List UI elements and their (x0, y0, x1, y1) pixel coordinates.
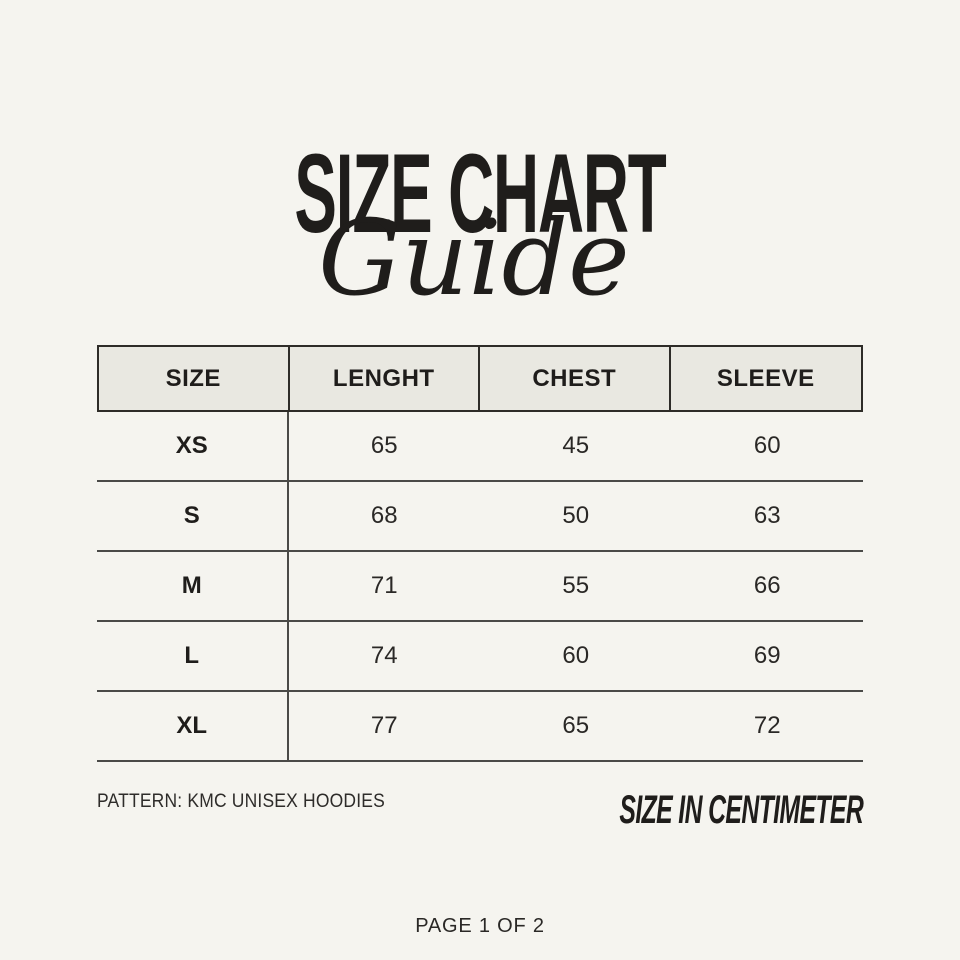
cell-sleeve: 60 (753, 432, 781, 459)
cell-chest: 55 (562, 572, 590, 599)
table-row: M 71 55 66 (97, 552, 863, 622)
table-row: L 74 60 69 (97, 622, 863, 692)
unit-label: SIZE IN CENTIMETER (619, 788, 863, 832)
title-script-wrap: Guide (0, 206, 960, 310)
cell-sleeve: 72 (753, 712, 781, 739)
cell-chest: 65 (562, 712, 590, 739)
cell-size: XL (97, 692, 289, 760)
cell-lenght: 74 (370, 642, 398, 669)
cell-chest: 60 (562, 642, 590, 669)
cell-lenght: 68 (370, 502, 398, 529)
title-block: SIZE CHART Guide (0, 130, 960, 310)
size-table: SIZE LENGHT CHEST SLEEVE XS 65 45 60 S 6… (97, 345, 863, 762)
cell-lenght: 65 (370, 432, 398, 459)
cell-lenght: 77 (370, 712, 398, 739)
footer-notes: PATTERN: KMC UNISEX HOODIES SIZE IN CENT… (97, 788, 864, 834)
cell-size: XS (97, 412, 289, 480)
cell-size: L (97, 622, 289, 690)
cell-lenght: 71 (370, 572, 398, 599)
cell-size: S (97, 482, 289, 550)
table-body: XS 65 45 60 S 68 50 63 M 71 55 66 L 74 6… (97, 412, 863, 762)
cell-chest: 45 (562, 432, 590, 459)
column-header-sleeve: SLEEVE (716, 364, 815, 392)
column-header-size: SIZE (99, 347, 290, 410)
table-row: S 68 50 63 (97, 482, 863, 552)
column-header-chest: CHEST (480, 347, 671, 410)
column-header-lenght: LENGHT (290, 347, 480, 410)
table-row: XS 65 45 60 (97, 412, 863, 482)
pattern-note: PATTERN: KMC UNISEX HOODIES (97, 791, 385, 812)
cell-size: M (97, 552, 289, 620)
table-row: XL 77 65 72 (97, 692, 863, 762)
cell-sleeve: 63 (753, 502, 781, 529)
page-number: PAGE 1 OF 2 (415, 915, 545, 937)
cell-sleeve: 69 (753, 642, 781, 669)
cell-sleeve: 66 (753, 572, 781, 599)
page-title: SIZE CHART (294, 130, 666, 257)
table-header-row: SIZE LENGHT CHEST SLEEVE (97, 345, 863, 412)
cell-chest: 50 (562, 502, 590, 529)
page-subtitle-script: Guide (318, 197, 630, 319)
